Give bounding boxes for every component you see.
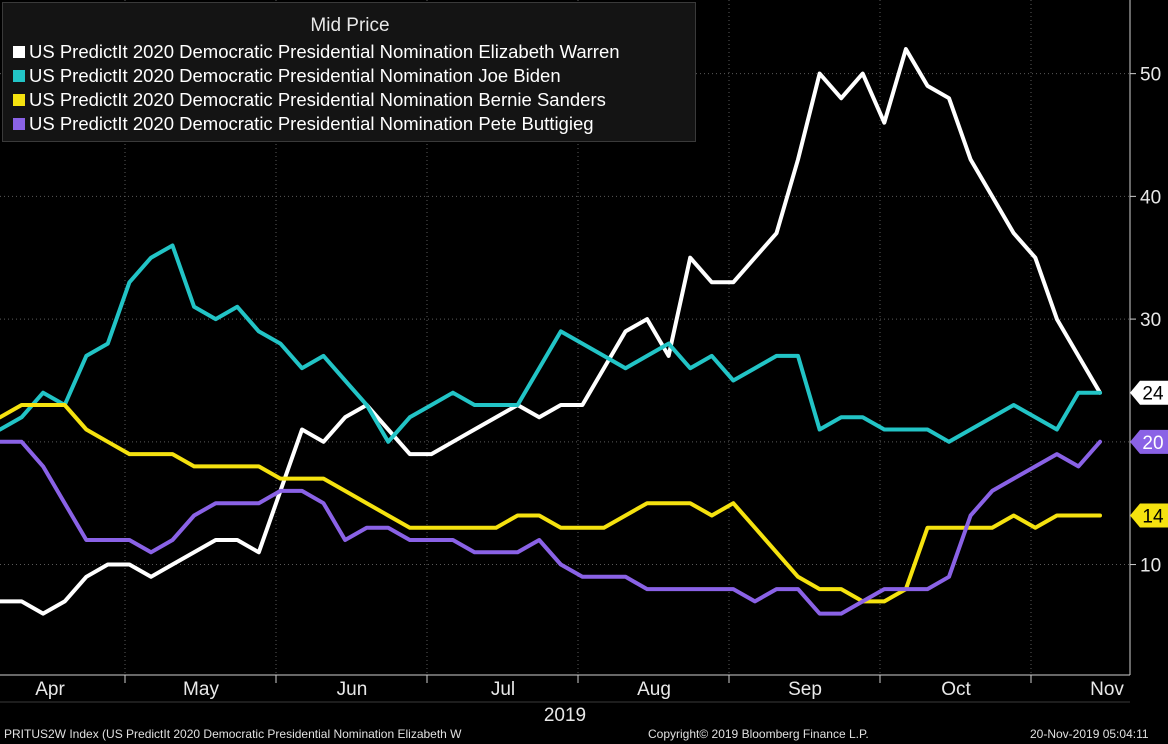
- end-label-tag: [1130, 503, 1168, 528]
- legend-swatch-buttigieg: [13, 118, 25, 130]
- footer-ticker: PRITUS2W Index (US PredictIt 2020 Democr…: [4, 727, 462, 741]
- footer-copyright: Copyright© 2019 Bloomberg Finance L.P.: [648, 727, 869, 741]
- end-label-buttigieg: 20: [1130, 429, 1168, 454]
- legend-entry-biden: US PredictIt 2020 Democratic Presidentia…: [13, 65, 561, 87]
- x-tick-label: Nov: [1090, 679, 1124, 700]
- y-tick-label: 50: [1140, 65, 1161, 86]
- y-tick-label: 40: [1140, 187, 1161, 208]
- series-line-sanders: [0, 403, 1102, 604]
- x-tick-label: Jun: [337, 679, 368, 700]
- legend-swatch-warren: [13, 46, 25, 58]
- chart-legend: Mid Price US PredictIt 2020 Democratic P…: [2, 2, 696, 142]
- series-line-warren: [0, 47, 1102, 616]
- end-label-tag: [1130, 380, 1168, 405]
- x-tick-label: Jul: [491, 679, 515, 700]
- footer-timestamp: 20-Nov-2019 05:04:11: [1030, 727, 1149, 741]
- x-axis-label: 2019: [544, 705, 586, 726]
- end-label-warren: 24: [1130, 380, 1168, 405]
- y-tick-label: 30: [1140, 310, 1161, 331]
- legend-label-sanders: US PredictIt 2020 Democratic Presidentia…: [29, 89, 606, 110]
- series-line-buttigieg: [0, 439, 1102, 616]
- end-label-text: 20: [1142, 433, 1163, 454]
- x-tick-label: Apr: [35, 679, 65, 700]
- series-buttigieg: [0, 439, 1102, 616]
- legend-label-warren: US PredictIt 2020 Democratic Presidentia…: [29, 41, 620, 62]
- end-label-tag: [1130, 429, 1168, 454]
- legend-swatch-sanders: [13, 94, 25, 106]
- y-tick-label: 10: [1140, 556, 1161, 577]
- series-warren: [0, 47, 1102, 616]
- legend-entry-sanders: US PredictIt 2020 Democratic Presidentia…: [13, 89, 606, 111]
- end-label-text: 14: [1142, 506, 1164, 527]
- legend-entry-warren: US PredictIt 2020 Democratic Presidentia…: [13, 41, 620, 63]
- legend-label-biden: US PredictIt 2020 Democratic Presidentia…: [29, 65, 561, 86]
- x-tick-label: May: [183, 679, 219, 700]
- series-line-biden: [0, 243, 1102, 444]
- legend-swatch-biden: [13, 70, 25, 82]
- legend-label-buttigieg: US PredictIt 2020 Democratic Presidentia…: [29, 113, 594, 134]
- series-sanders: [0, 403, 1102, 604]
- legend-entry-buttigieg: US PredictIt 2020 Democratic Presidentia…: [13, 113, 594, 135]
- end-label-sanders: 14: [1130, 503, 1168, 528]
- x-tick-label: Sep: [788, 679, 822, 700]
- end-label-text: 24: [1142, 384, 1164, 405]
- legend-title: Mid Price: [310, 15, 390, 36]
- x-tick-label: Aug: [637, 679, 671, 700]
- x-tick-label: Oct: [941, 679, 971, 700]
